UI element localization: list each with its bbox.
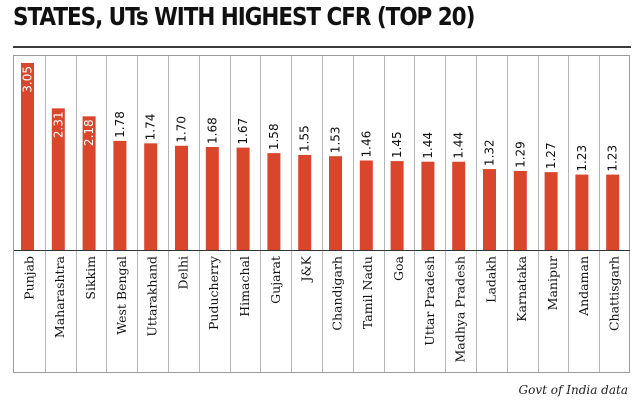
data-label: 1.23 [575, 145, 589, 172]
data-label: 1.32 [483, 139, 497, 166]
data-label: 1.44 [452, 132, 466, 159]
category-label: Manipur [545, 256, 560, 310]
data-label: 1.29 [513, 141, 527, 168]
data-label: 1.23 [606, 145, 620, 172]
category-label: Himachal [237, 256, 252, 317]
bar [82, 116, 96, 251]
bar [483, 169, 496, 250]
data-label: 1.55 [298, 125, 312, 152]
data-label: 1.53 [329, 126, 343, 153]
data-label: 1.44 [421, 132, 435, 159]
category-label: Goa [391, 255, 406, 281]
category-label: Gujarat [268, 256, 283, 304]
bar [359, 160, 373, 250]
chart-frame [13, 55, 630, 373]
category-label: Sikkim [83, 256, 98, 300]
data-label: 1.68 [205, 117, 219, 144]
data-label: 1.67 [236, 118, 250, 145]
data-label: 2.18 [82, 119, 96, 146]
bar [205, 146, 219, 250]
bar [452, 161, 466, 250]
data-label: 1.58 [267, 123, 281, 150]
category-label: Maharashtra [52, 255, 67, 338]
category-label: Uttar Pradesh [422, 256, 437, 346]
bar [236, 147, 250, 250]
category-label: J&K [299, 255, 314, 283]
bar [144, 143, 158, 250]
category-label: Tamil Nadu [360, 256, 375, 329]
source-note: Govt of India data [518, 383, 628, 397]
category-label: Uttarakhand [145, 256, 160, 337]
category-label: Chattisgarh [607, 256, 622, 331]
category-label: Delhi [175, 256, 190, 289]
bar [113, 140, 127, 250]
bar [513, 170, 527, 250]
category-label: Andaman [576, 256, 591, 317]
chart-title: STATES, UTs WITH HIGHEST CFR (TOP 20) [13, 2, 475, 31]
category-label: West Bengal [114, 256, 129, 335]
data-label: 1.27 [544, 142, 558, 169]
bar [51, 108, 65, 251]
bar [390, 161, 404, 250]
data-label: 1.45 [390, 131, 404, 158]
category-label: Puducherry [206, 255, 221, 330]
data-label: 1.78 [113, 111, 127, 138]
category-label: Ladakh [483, 256, 498, 303]
bar [175, 145, 188, 250]
data-label: 1.74 [144, 114, 158, 141]
category-label: Punjab [21, 256, 36, 300]
data-label: 1.46 [359, 131, 373, 158]
data-label: 3.05 [21, 66, 35, 93]
bar [21, 63, 34, 250]
bar [575, 174, 589, 250]
category-label: Chandigarh [329, 256, 344, 331]
category-label: Madhya Pradesh [453, 256, 468, 363]
title-rule [13, 46, 631, 48]
bar [421, 161, 435, 250]
category-label: Karnataka [514, 255, 529, 321]
bar [267, 153, 281, 250]
bar [329, 156, 342, 250]
data-label: 2.31 [51, 111, 65, 138]
data-label: 1.70 [175, 116, 189, 143]
bar [544, 172, 558, 250]
bar [298, 154, 312, 250]
bar [606, 174, 620, 250]
